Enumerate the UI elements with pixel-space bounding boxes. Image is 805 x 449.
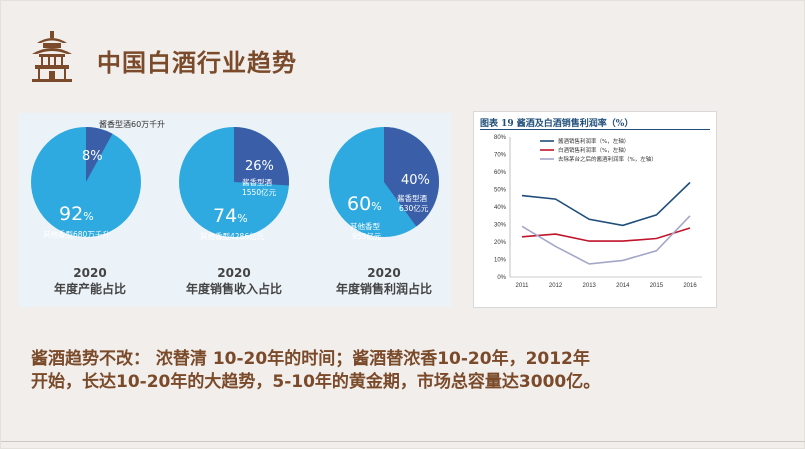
legend-label-2: 去除茅台之后的酱酒利润率（%，左轴）	[558, 155, 657, 163]
pie-minor-slice	[86, 127, 113, 182]
pie-year: 2020	[73, 266, 107, 280]
pie-year: 2020	[367, 266, 401, 280]
summary-paragraph: 酱酒趋势不改： 浓替清 10-20年的时间；酱酒替浓香10-20年，2012年 …	[31, 348, 771, 394]
line-chart-card: 图表 19 酱酒及白酒销售利润率（%） 0% 10% 20% 30% 40% 50% 60%…	[473, 111, 717, 308]
x-tick-label: 2015	[650, 283, 664, 289]
pie-main-pct: 74%	[213, 205, 248, 227]
legend-label-1: 白酒销售利润率（%，左轴）	[558, 146, 629, 154]
y-tick-label: 30%	[494, 223, 507, 229]
y-tick-label: 70%	[494, 153, 507, 159]
pie-main-value: 955亿元	[352, 232, 382, 241]
chart-title-rule	[480, 129, 710, 130]
y-tick-label: 0%	[497, 275, 506, 281]
summary-line-1: 酱酒趋势不改： 浓替清 10-20年的时间；酱酒替浓香10-20年，2012年	[31, 349, 590, 369]
pie-caption: 年度产能占比	[53, 282, 126, 296]
y-tick-label: 60%	[494, 170, 507, 176]
pie-main-label: 其他香型4286亿元	[200, 232, 265, 241]
pie-minor-slice	[234, 127, 289, 186]
y-tick-label: 50%	[494, 188, 507, 194]
pie-minor-value: 630亿元	[399, 204, 429, 213]
pie-minor-pct: 8%	[82, 149, 103, 164]
pie-minor-slice	[384, 127, 440, 227]
x-tick-label: 2014	[616, 283, 630, 289]
y-tick-label: 40%	[494, 205, 507, 211]
pie-chart-revenue	[179, 127, 289, 237]
pie-caption: 年度销售利润占比	[335, 282, 432, 296]
pie-minor-pct: 40%	[401, 173, 430, 188]
chart-title: 图表 19 酱酒及白酒销售利润率（%）	[480, 119, 634, 129]
pie-main-pct: 60%	[347, 193, 382, 215]
series-line-2	[521, 215, 691, 265]
pie-year: 2020	[217, 266, 251, 280]
y-tick-label: 10%	[494, 258, 507, 264]
x-tick-label: 2016	[683, 283, 697, 289]
pie-charts-panel: 酱香型酒60万千升 8% 92% 其他香型680万千升 2020 年度产能占比 …	[19, 113, 451, 307]
pie-chart-capacity	[31, 127, 141, 237]
page-title: 中国白酒行业趋势	[97, 49, 297, 77]
pie-caption: 年度销售收入占比	[185, 282, 282, 296]
pie-minor-pct: 26%	[245, 159, 274, 174]
x-tick-label: 2012	[549, 283, 563, 289]
series-line-1	[521, 227, 691, 242]
legend-label-0: 酱酒销售利润率（%，左轴）	[558, 137, 629, 145]
y-tick-label: 80%	[494, 135, 507, 141]
x-tick-label: 2013	[583, 283, 597, 289]
footer-divider	[1, 441, 805, 442]
y-tick-label: 20%	[494, 240, 507, 246]
pagoda-icon	[32, 31, 72, 82]
pie-minor-value: 1550亿元	[242, 188, 277, 197]
pie-main-pct: 92%	[59, 203, 94, 225]
pie-minor-label: 酱香型酒	[397, 194, 427, 203]
pie-main-label: 其他香型680万千升	[43, 230, 110, 239]
series-line-0	[521, 181, 691, 227]
pie-main-label: 其他香型	[350, 222, 380, 231]
pie-minor-label: 酱香型酒	[242, 178, 272, 187]
line-chart: 0% 10% 20% 30% 40% 50% 60% 70% 80% 2011 2012 2013 20…	[494, 135, 702, 289]
pie-minor-label: 酱香型酒60万千升	[99, 120, 166, 129]
pie-chart-profit	[329, 127, 440, 237]
summary-line-2: 开始，长达10-20年的大趋势，5-10年的黄金期，市场总容量达3000亿。	[31, 372, 601, 392]
x-tick-label: 2011	[516, 283, 530, 289]
